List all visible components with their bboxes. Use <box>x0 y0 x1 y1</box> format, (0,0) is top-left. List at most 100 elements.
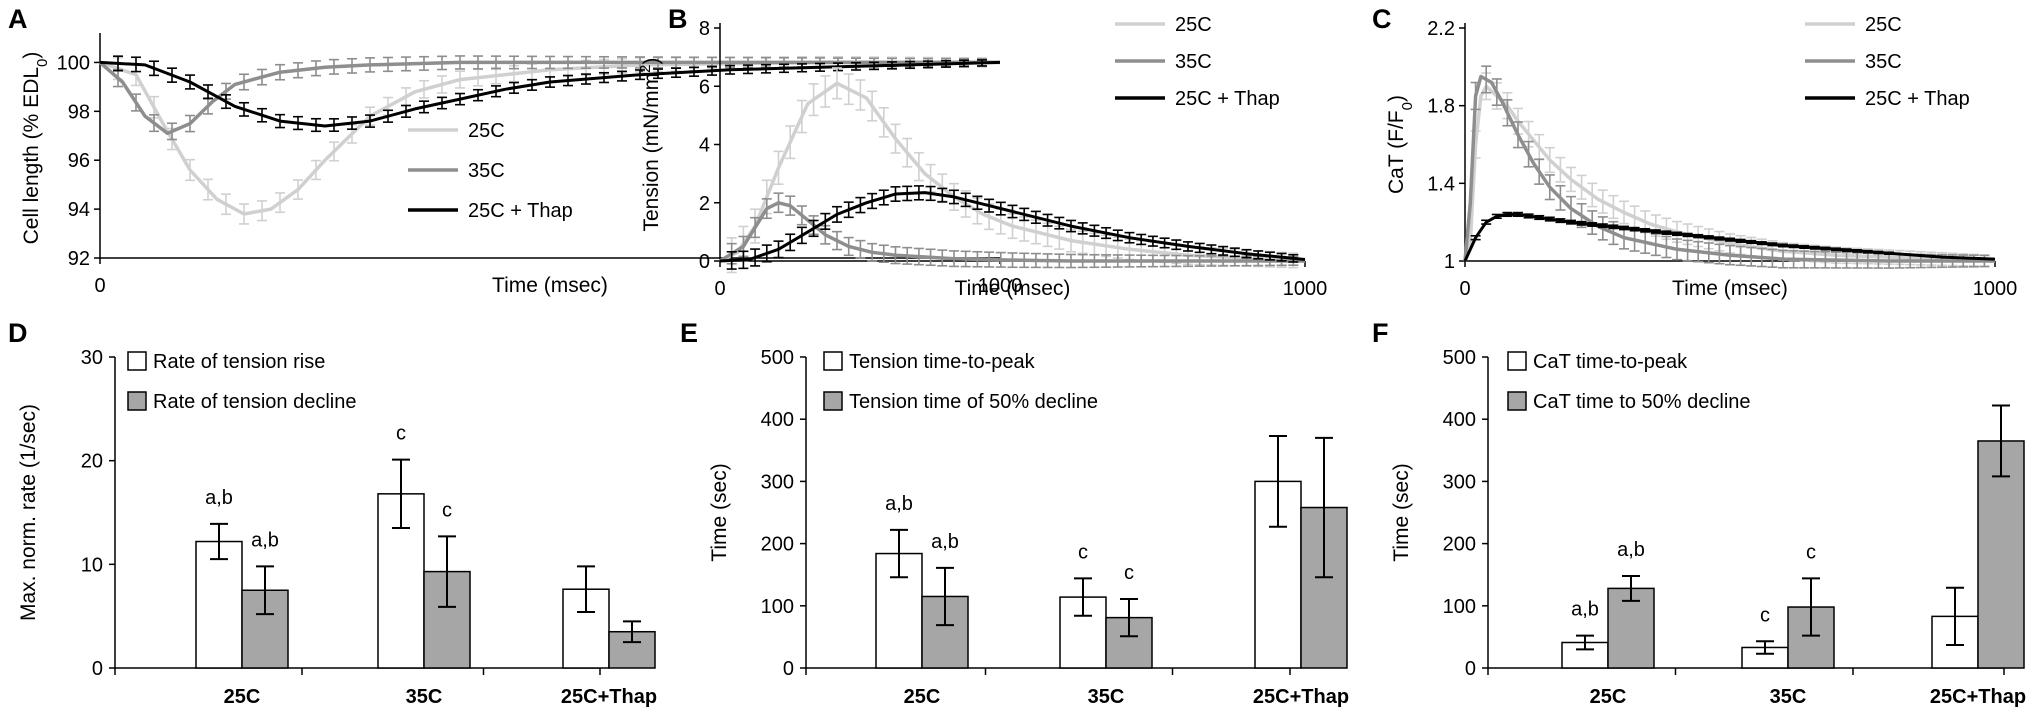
y-tick-label: 92 <box>68 248 90 270</box>
y-tick-label: 100 <box>1443 596 1476 618</box>
y-tick-label: 2 <box>699 193 710 215</box>
y-tick-label: 6 <box>699 76 710 98</box>
legend-label: 35C <box>1865 51 1902 73</box>
series-open: a,b c <box>1561 586 1979 669</box>
series-filled: a,b c <box>241 499 656 669</box>
y-tick-label: 0 <box>699 251 710 273</box>
y-tick-label: 1 <box>1444 251 1455 273</box>
y-tick-label: 8 <box>699 18 710 40</box>
y-tick-label: 500 <box>1443 347 1476 369</box>
bar <box>1977 440 2025 669</box>
legend: 25C 35C 25C + Thap <box>1805 14 1970 110</box>
series-open: a,b c <box>195 423 610 669</box>
legend: Tension time-to-peak Tension time of 50% … <box>823 351 1098 413</box>
significance-label: c <box>396 423 406 445</box>
series-line <box>719 81 1306 263</box>
significance-label: c <box>1760 604 1770 626</box>
panel-letter: A <box>8 4 28 34</box>
category-label: 25C+Thap <box>1930 686 2026 708</box>
significance-label: a,b <box>205 487 233 509</box>
panel-letter: C <box>1372 4 1392 34</box>
significance-label: a,b <box>885 493 913 515</box>
x-axis-label: Time (msec) <box>492 274 608 297</box>
legend-swatch <box>127 351 147 371</box>
legend-label: 25C <box>1175 14 1212 36</box>
panel-d: D 0 10 20 30 Max. norm. rate (1/sec) 25C 35C 25C… <box>8 318 657 708</box>
x-tick-label: 0 <box>94 275 105 297</box>
y-tick-label: 10 <box>81 554 103 576</box>
panel-c: C 1 1.4 1.8 2.2 0 1000 Time (msec) CaT (F/F0) 25C… <box>1372 4 2017 300</box>
bar <box>195 540 243 669</box>
x-tick-label: 1000 <box>978 275 1023 297</box>
series-35c <box>1463 65 1995 269</box>
legend-swatch <box>1507 391 1527 411</box>
bar <box>1787 606 1835 669</box>
significance-label: a,b <box>251 529 279 551</box>
category-label: 35C <box>1088 686 1125 708</box>
legend-label: 25C + Thap <box>1865 88 1970 110</box>
legend-label: 35C <box>1175 51 1212 73</box>
series-25c-thap <box>1463 211 1996 262</box>
bar <box>423 570 471 669</box>
significance-label: a,b <box>1617 539 1645 561</box>
series-open: a,b c <box>875 434 1302 669</box>
y-tick-label: 100 <box>761 596 794 618</box>
x-tick-label: 0 <box>1459 278 1470 300</box>
significance-label: a,b <box>1571 599 1599 621</box>
panel-f: F 0 100 200 300 400 500 Time (sec) 25C 35C 25C+Tha… <box>1372 318 2026 708</box>
y-tick-label: 30 <box>81 347 103 369</box>
legend-label: 25C + Thap <box>1175 88 1280 110</box>
legend-label: 35C <box>468 160 505 182</box>
y-axis-label: CaT (F/F0) <box>1385 95 1416 194</box>
significance-label: c <box>1078 541 1088 563</box>
significance-label: c <box>1806 541 1816 563</box>
series-line <box>719 191 1306 263</box>
y-axis-label: Time (sec) <box>708 463 731 561</box>
x-tick-label: 1000 <box>1973 278 2018 300</box>
y-tick-label: 1.4 <box>1427 173 1455 195</box>
category-label: 25C <box>904 686 941 708</box>
y-tick-label: 96 <box>68 150 90 172</box>
legend-swatch <box>823 391 843 411</box>
series-25c-thap <box>99 55 1001 133</box>
y-tick-label: 300 <box>1443 471 1476 493</box>
y-tick-label: 4 <box>699 135 710 157</box>
category-label: 35C <box>1770 686 1807 708</box>
category-label: 25C+Thap <box>561 686 657 708</box>
panel-letter: F <box>1372 318 1389 348</box>
legend-label: Tension time of 50% decline <box>849 391 1098 413</box>
y-axis-label: Max. norm. rate (1/sec) <box>17 404 40 621</box>
legend-label: 25C + Thap <box>468 200 573 222</box>
legend-swatch <box>823 351 843 371</box>
legend: 25C 35C 25C + Thap <box>1115 14 1280 110</box>
legend-label: 25C <box>468 120 505 142</box>
y-axis-label: Tension (mN/mm2) <box>637 57 664 231</box>
legend-label: Rate of tension rise <box>153 351 325 373</box>
series-line <box>1463 212 1996 262</box>
y-tick-label: 20 <box>81 451 103 473</box>
y-tick-label: 98 <box>68 101 90 123</box>
y-tick-label: 500 <box>761 347 794 369</box>
legend-label: CaT time-to-peak <box>1533 351 1688 373</box>
series-25c-thap <box>719 185 1306 270</box>
x-tick-label: 0 <box>714 278 725 300</box>
y-axis-label: Time (sec) <box>1390 463 1413 561</box>
panel-letter: E <box>680 318 698 348</box>
series-filled: a,b c <box>1607 404 2025 669</box>
legend: Rate of tension rise Rate of tension decl… <box>127 351 356 413</box>
x-axis-label: Time (msec) <box>955 277 1071 300</box>
y-tick-label: 0 <box>92 658 103 680</box>
y-tick-label: 0 <box>783 658 794 680</box>
y-tick-label: 2.2 <box>1427 18 1455 40</box>
y-tick-label: 400 <box>1443 409 1476 431</box>
category-label: 25C <box>224 686 261 708</box>
x-tick-label: 1000 <box>1283 278 1328 300</box>
panel-e: E 0 100 200 300 400 500 Time (sec) 25C 35C 25C+Tha… <box>680 318 1349 708</box>
series-line <box>99 60 1001 128</box>
legend-label: 25C <box>1865 14 1902 36</box>
y-tick-label: 200 <box>761 534 794 556</box>
y-tick-label: 200 <box>1443 534 1476 556</box>
panel-letter: D <box>8 318 28 348</box>
